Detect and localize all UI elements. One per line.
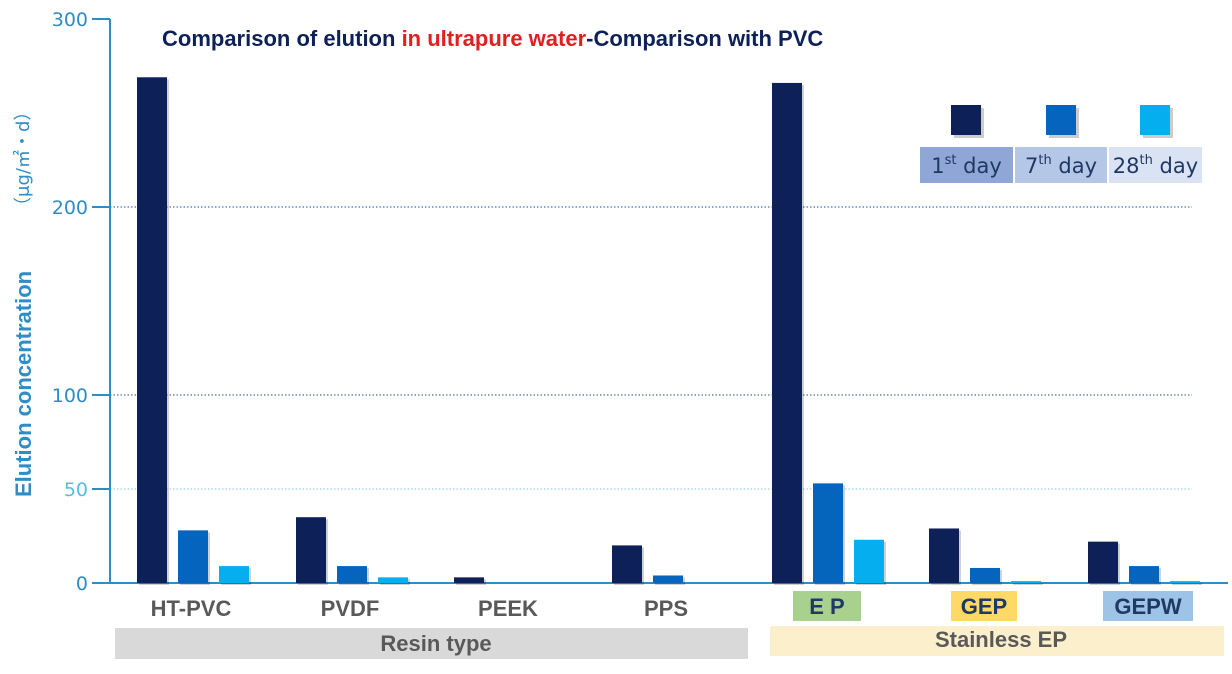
- bar-GEP-7th-day: [970, 567, 1000, 583]
- bar-HT-PVC-28th-day: [219, 566, 249, 583]
- bar-HT-PVC-1st-day: [137, 77, 167, 583]
- category-labels: HT-PVC PVDF PEEK PPS E P GEP GEPW: [151, 591, 1193, 621]
- bar-PPS-1st-day: [612, 545, 642, 583]
- category-label-3: PPS: [644, 596, 688, 621]
- legend-swatch-1: [1046, 105, 1076, 135]
- bar-GEPW-28th-day: [1170, 581, 1200, 583]
- category-label-1: PVDF: [321, 596, 380, 621]
- bar-PPS-7th-day: [653, 575, 683, 583]
- y-axis-unit: （μg/㎡・d）: [12, 103, 34, 215]
- bar-PVDF-7th-day: [337, 566, 367, 583]
- bar-GEP-28th-day: [1011, 581, 1041, 583]
- category-label-4: E P: [809, 594, 844, 619]
- y-tick-label-0: 0: [76, 573, 88, 595]
- bar-PEEK-1st-day: [454, 577, 484, 583]
- bar-shadow-GEP-2: [1013, 583, 1043, 585]
- legend-swatch-0: [951, 105, 981, 135]
- bar-shadow-GEPW-2: [1172, 583, 1202, 585]
- chart-title-accent: in ultrapure water: [402, 26, 587, 51]
- bar-GEP-1st-day: [929, 528, 959, 583]
- y-tick-label-300: 300: [52, 9, 88, 31]
- axes: 300 200 100 50 0: [52, 9, 1228, 595]
- y-axis-label: Elution concentration: [11, 271, 36, 497]
- bar-HT-PVC-7th-day: [178, 530, 208, 583]
- bar-EP-28th-day: [854, 539, 884, 583]
- category-badge-4: [793, 591, 861, 621]
- category-label-0: HT-PVC: [151, 596, 232, 621]
- group-band-resin: [115, 628, 748, 659]
- category-label-6: GEPW: [1114, 594, 1181, 619]
- group-label-resin: Resin type: [380, 631, 491, 656]
- category-badge-5: [951, 591, 1017, 621]
- bar-EP-1st-day: [772, 82, 802, 584]
- legend-swatch-2: [1140, 105, 1170, 135]
- y-tick-label-100: 100: [52, 385, 88, 407]
- gridlines: [110, 206, 1192, 490]
- legend-label-bg-2: [1109, 147, 1202, 183]
- group-bands: Resin type Stainless EP: [115, 626, 1224, 659]
- category-label-2: PEEK: [478, 596, 538, 621]
- bar-GEPW-1st-day: [1088, 541, 1118, 583]
- bar-PVDF-28th-day: [378, 577, 408, 583]
- bar-PVDF-1st-day: [296, 517, 326, 583]
- y-tick-label-50: 50: [64, 479, 88, 501]
- group-label-stainless: Stainless EP: [935, 627, 1067, 652]
- legend: 1st day 7th day 28th day: [920, 105, 1202, 183]
- category-badge-6: [1103, 591, 1193, 621]
- chart-title-part-3: -Comparison with PVC: [586, 26, 823, 51]
- y-tick-label-200: 200: [52, 197, 88, 219]
- legend-label-bg-1: [1015, 147, 1107, 183]
- bar-EP-7th-day: [813, 483, 843, 583]
- legend-label-1: 7th day: [1025, 153, 1097, 178]
- legend-label-2: 28th day: [1113, 153, 1198, 178]
- group-band-stainless: [770, 626, 1224, 656]
- category-label-5: GEP: [961, 594, 1007, 619]
- chart-title: Comparison of elution in ultrapure water…: [162, 26, 823, 51]
- bars: [137, 77, 1202, 586]
- legend-label-0: 1st day: [931, 153, 1002, 178]
- bar-GEPW-7th-day: [1129, 566, 1159, 583]
- chart-title-part-1: Comparison of elution: [162, 26, 402, 51]
- legend-label-bg-0: [920, 147, 1013, 183]
